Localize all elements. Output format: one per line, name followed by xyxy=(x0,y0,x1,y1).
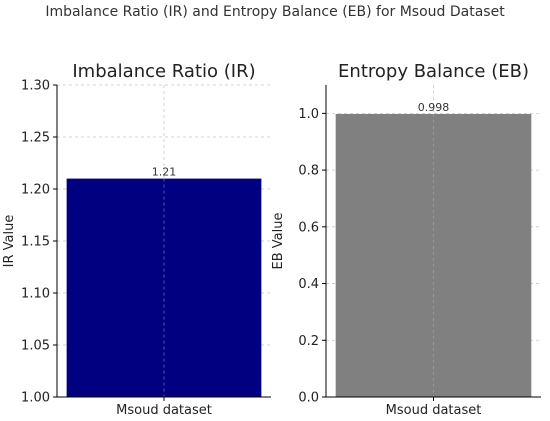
panel-2-y-tick-label: 0.6 xyxy=(298,220,319,235)
panel-2-title: Entropy Balance (EB) xyxy=(338,61,529,82)
figure-title: Imbalance Ratio (IR) and Entropy Balance… xyxy=(45,4,505,20)
panel-1-y-axis-label: IR Value xyxy=(2,215,17,268)
panel-2-x-tick-label: Msoud dataset xyxy=(386,403,482,418)
panel-1-y-tick-label: 1.00 xyxy=(21,391,50,406)
panel-2-data-label: 0.998 xyxy=(418,101,450,114)
panel-1-y-tick-label: 1.10 xyxy=(21,287,50,302)
panel-1-y-tick-label: 1.20 xyxy=(21,183,50,198)
panel-1-data-label: 1.21 xyxy=(152,166,177,179)
panel-2-y-tick-label: 0.8 xyxy=(298,164,319,179)
panel-1-y-tick-label: 1.15 xyxy=(21,235,50,250)
panel-2-y-tick-label: 0.2 xyxy=(298,334,319,349)
panel-1-y-tick-label: 1.05 xyxy=(21,339,50,354)
panel-1-y-tick-label: 1.25 xyxy=(21,131,50,146)
panel-1-y-tick-label: 1.30 xyxy=(21,79,50,94)
panel-2-y-axis-label: EB Value xyxy=(271,213,286,270)
panel-2-y-tick-label: 1.0 xyxy=(298,107,319,122)
panel-2-y-tick-label: 0.4 xyxy=(298,277,319,292)
panel-1-x-tick-label: Msoud dataset xyxy=(116,403,212,418)
panel-1-title: Imbalance Ratio (IR) xyxy=(72,61,255,82)
panel-2-y-tick-label: 0.0 xyxy=(298,391,319,406)
